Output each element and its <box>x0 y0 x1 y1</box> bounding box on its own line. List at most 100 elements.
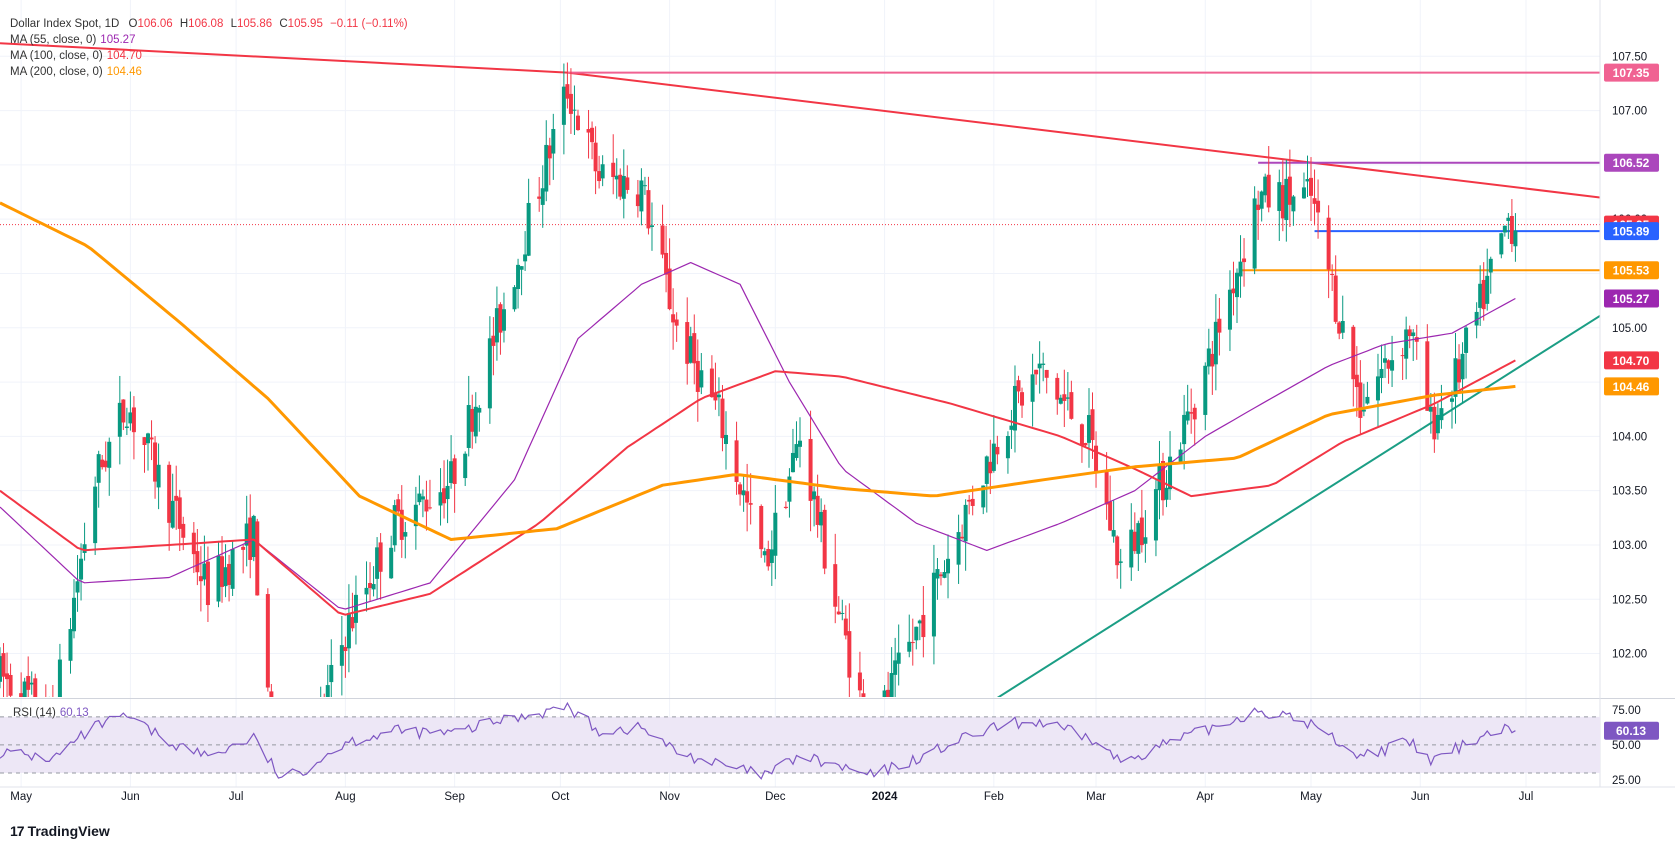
candle-body <box>886 689 891 697</box>
candle-body <box>301 792 305 802</box>
candle-body <box>1449 398 1454 402</box>
candle-body <box>773 512 778 556</box>
ma100-label: MA (100, close, 0) <box>10 50 103 62</box>
candle-body <box>1358 382 1363 418</box>
candle-body <box>840 612 845 614</box>
candle-body <box>1266 174 1271 208</box>
candle-body <box>1157 465 1162 491</box>
candle-body <box>1309 177 1314 196</box>
candle-body <box>276 800 280 842</box>
rsi-badge <box>1604 721 1659 740</box>
candle-body <box>568 93 573 114</box>
legend-ma200[interactable]: MA (200, close, 0) 104.46 <box>10 64 408 80</box>
candle-body <box>664 252 669 275</box>
plot-area <box>0 42 1600 850</box>
ma100-value: 104.70 <box>106 50 142 62</box>
candle-body <box>107 441 112 468</box>
time-tick-label: Nov <box>659 791 680 803</box>
price-badge-label: 104.46 <box>1613 380 1650 394</box>
candle-body <box>1090 409 1095 441</box>
candle-body <box>882 690 887 697</box>
candle-body <box>1375 376 1380 401</box>
ohlc-close-label: C <box>279 18 288 30</box>
candle-body <box>685 322 690 364</box>
candle-body <box>329 664 334 683</box>
candle-body <box>833 564 838 607</box>
trendline-support <box>996 314 1600 697</box>
candle-body <box>889 673 894 697</box>
candle-body <box>1333 275 1338 322</box>
candle-body <box>1400 355 1405 357</box>
candle-body <box>1136 523 1141 554</box>
candle-body <box>19 693 24 697</box>
time-tick-label: Feb <box>984 791 1004 803</box>
candle-body <box>783 506 788 508</box>
candle-body <box>322 709 326 712</box>
legend-ma55[interactable]: MA (55, close, 0) 105.27 <box>10 32 408 48</box>
candle-body <box>1242 258 1247 263</box>
candle-body <box>294 836 298 850</box>
candle-body <box>512 287 517 310</box>
time-tick-label: Apr <box>1196 791 1214 803</box>
candle-body <box>375 547 380 579</box>
time-tick-label: May <box>10 791 32 803</box>
candle-body <box>473 406 478 437</box>
candle-body <box>893 660 898 675</box>
ma-line <box>0 262 1516 610</box>
candle-body <box>1160 461 1165 501</box>
time-tick-label: Jul <box>229 791 244 803</box>
candle-body <box>399 509 404 540</box>
candle-body <box>674 319 679 326</box>
rsi-value: 60.13 <box>59 707 89 719</box>
candle-body <box>741 490 746 496</box>
candle-body <box>487 338 492 409</box>
candle-body <box>1439 408 1444 421</box>
price-tick-label: 102.50 <box>1612 594 1647 606</box>
candle-body <box>526 202 531 256</box>
tradingview-brand[interactable]: 17 TradingView <box>10 823 110 839</box>
time-tick-label: 2024 <box>872 791 898 803</box>
candle-body <box>1182 414 1187 445</box>
legend-ma100[interactable]: MA (100, close, 0) 104.70 <box>10 48 408 64</box>
candle-body <box>128 412 133 424</box>
candle-body <box>738 484 743 495</box>
price-badge <box>1604 222 1659 241</box>
candle-body <box>748 503 753 505</box>
candle-body <box>1481 279 1486 310</box>
candle-body <box>963 504 968 542</box>
candle-body <box>642 185 647 187</box>
candle-body <box>265 594 270 688</box>
symbol-label: Dollar Index Spot, 1D <box>10 18 120 30</box>
price-change: −0.11 (−0.11%) <box>330 18 408 30</box>
price-badge-label: 104.70 <box>1613 354 1650 368</box>
candle-body <box>960 536 965 539</box>
candle-body <box>667 268 672 310</box>
rsi-tick-label: 50.00 <box>1612 740 1641 752</box>
candle-body <box>861 693 866 697</box>
candle-body <box>216 555 221 602</box>
candle-body <box>68 629 73 661</box>
candle-body <box>103 460 108 468</box>
candle-body <box>621 175 626 199</box>
candle-body <box>991 443 996 471</box>
candle-body <box>540 188 545 205</box>
candle-body <box>241 546 246 550</box>
time-tick-label: May <box>1300 791 1322 803</box>
candle-body <box>790 452 795 473</box>
tradingview-logo-icon: 17 <box>10 823 25 839</box>
candle-body <box>988 461 993 474</box>
rsi-legend[interactable]: RSI (14) 60.13 <box>13 707 89 719</box>
ma55-value: 105.27 <box>100 34 136 46</box>
candle-body <box>156 464 161 488</box>
candle-body <box>769 549 774 563</box>
ohlc-high-label: H <box>179 18 189 30</box>
candle-body <box>1425 341 1430 411</box>
candle-body <box>1361 409 1366 412</box>
candle-body <box>1030 374 1035 402</box>
candle-body <box>227 563 232 585</box>
price-tick-label: 104.00 <box>1612 431 1647 443</box>
price-tick-label: 102.00 <box>1612 649 1647 661</box>
rsi-badge-label: 60.13 <box>1616 724 1646 738</box>
price-tick-label: 107.00 <box>1612 106 1647 118</box>
